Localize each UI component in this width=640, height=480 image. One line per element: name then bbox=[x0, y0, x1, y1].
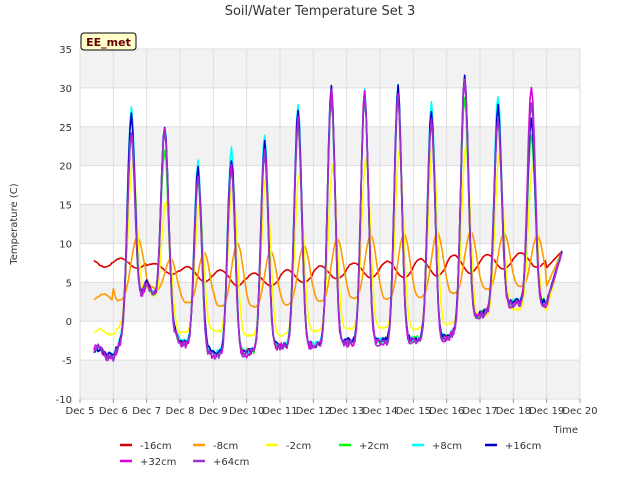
x-tick-label: Dec 19 bbox=[529, 406, 564, 417]
legend-label-plus64cm: +64cm bbox=[213, 457, 249, 468]
legend-label-minus16cm: -16cm bbox=[140, 441, 172, 452]
legend-label-plus8cm: +8cm bbox=[432, 441, 462, 452]
plot-band bbox=[80, 321, 580, 361]
y-tick-label: -10 bbox=[56, 395, 72, 406]
station-badge-box bbox=[80, 32, 137, 51]
legend: -16cm -8cm -2cm +2cm +8cm +16cm +32cm +64cm bbox=[120, 441, 541, 468]
plot-band bbox=[80, 282, 580, 322]
x-tick-label: Dec 6 bbox=[99, 406, 128, 417]
legend-label-plus2cm: +2cm bbox=[359, 441, 389, 452]
station-badge-label: EE_met bbox=[86, 36, 131, 49]
x-tick-label: Dec 12 bbox=[296, 406, 331, 417]
series-line-plus64cm bbox=[93, 78, 563, 362]
series-lines bbox=[93, 74, 563, 362]
series-line-minus8cm bbox=[93, 231, 563, 308]
x-tick-label: Dec 13 bbox=[329, 406, 364, 417]
x-tick-label: Dec 8 bbox=[166, 406, 195, 417]
legend-label-minus2cm: -2cm bbox=[286, 441, 311, 452]
x-tick-label: Dec 17 bbox=[462, 406, 497, 417]
y-tick-label: 5 bbox=[66, 278, 72, 289]
y-tick-label: 30 bbox=[59, 84, 72, 95]
legend-label-plus32cm: +32cm bbox=[140, 457, 176, 468]
station-badge: EE_met bbox=[80, 32, 137, 51]
y-tick-label: 25 bbox=[59, 123, 72, 134]
x-tick-label: Dec 16 bbox=[429, 406, 464, 417]
x-tick-label: Dec 10 bbox=[229, 406, 264, 417]
y-axis-ticks: -10 -5 0 5 10 15 20 25 30 35 bbox=[56, 45, 72, 406]
legend-label-plus16cm: +16cm bbox=[505, 441, 541, 452]
y-tick-label: 20 bbox=[59, 162, 72, 173]
x-tick-label: Dec 11 bbox=[262, 406, 297, 417]
x-tick-label: Dec 15 bbox=[396, 406, 431, 417]
plot-band bbox=[80, 360, 580, 399]
x-tick-label: Dec 18 bbox=[496, 406, 531, 417]
x-tick-label: Dec 20 bbox=[562, 406, 597, 417]
y-tick-label: -5 bbox=[62, 356, 72, 367]
x-tick-label: Dec 14 bbox=[362, 406, 397, 417]
grid-lines bbox=[79, 48, 581, 400]
x-tick-label: Dec 7 bbox=[132, 406, 161, 417]
x-tick-label: Dec 5 bbox=[66, 406, 95, 417]
y-tick-label: 35 bbox=[59, 45, 72, 56]
x-tick-label: Dec 9 bbox=[199, 406, 228, 417]
plot-band bbox=[80, 49, 580, 88]
x-axis-label: Time bbox=[553, 425, 578, 436]
y-tick-label: 0 bbox=[66, 317, 72, 328]
chart-title: Soil/Water Temperature Set 3 bbox=[225, 4, 416, 19]
y-tick-label: 15 bbox=[59, 201, 72, 212]
y-axis-label: Temperature (C) bbox=[9, 183, 20, 265]
legend-label-minus8cm: -8cm bbox=[213, 441, 238, 452]
y-tick-label: 10 bbox=[59, 239, 72, 250]
